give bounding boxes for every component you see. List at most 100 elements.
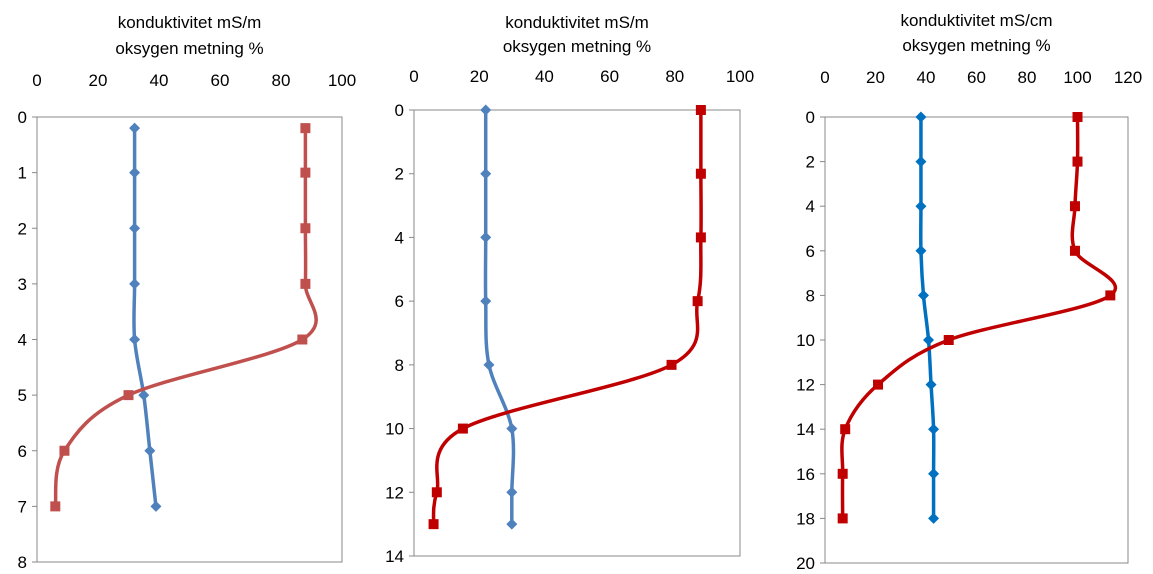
series-line (919, 115, 936, 521)
chart-panel-1: konduktivitet mS/m oksygen metning % 0 20 40… (0, 0, 380, 574)
axis-title-line: oksygen metning % (503, 37, 651, 56)
data-point-square (666, 359, 677, 370)
data-point-diamond (129, 278, 141, 290)
y-tick-label: 10 (796, 331, 815, 350)
data-point-square (695, 232, 706, 243)
series-line (431, 108, 703, 526)
data-point-square (457, 423, 468, 434)
data-point-diamond (925, 379, 937, 391)
data-point-diamond (506, 486, 518, 498)
y-tick-label: 8 (395, 356, 404, 375)
data-point-square (692, 296, 703, 307)
plot-area (413, 109, 741, 557)
x-tick-label: 120 (1114, 68, 1142, 87)
data-point-square (1072, 156, 1083, 167)
data-point-square (428, 519, 439, 530)
plot-area (36, 116, 343, 563)
y-tick-label: 10 (385, 420, 404, 439)
y-tick-label: 0 (395, 101, 404, 120)
data-point-square (50, 501, 61, 512)
y-tick-label: 7 (18, 497, 27, 516)
data-point-square (837, 468, 848, 479)
data-point-square (123, 390, 134, 401)
x-tick-label: 100 (1063, 68, 1091, 87)
x-tick-label: 100 (328, 71, 356, 90)
y-tick-label: 8 (806, 286, 815, 305)
y-tick-label: 12 (385, 483, 404, 502)
data-point-square (59, 445, 70, 456)
axis-title-line: oksygen metning % (115, 39, 263, 58)
axis-title-line: konduktivitet mS/m (505, 13, 649, 32)
data-point-diamond (129, 167, 141, 179)
data-point-diamond (917, 289, 929, 301)
data-point-square (1069, 245, 1080, 256)
series-line (840, 115, 1118, 521)
data-point-square (300, 278, 311, 289)
data-point-square (695, 105, 706, 115)
data-point-diamond (506, 423, 518, 435)
data-point-square (840, 424, 851, 435)
x-tick-label: 0 (32, 71, 41, 90)
y-tick-label: 0 (806, 108, 815, 127)
y-tick-label: 1 (18, 164, 27, 183)
y-tick-label: 0 (18, 108, 27, 127)
data-point-diamond (928, 423, 940, 435)
x-tick-label: 60 (967, 68, 986, 87)
chart-panel-2: konduktivitet mS/m oksygen metning % 0 20 40… (380, 0, 770, 574)
y-tick-label: 14 (796, 420, 815, 439)
y-tick-label: 16 (796, 465, 815, 484)
x-tick-label: 0 (409, 67, 418, 86)
data-point-diamond (129, 222, 141, 234)
y-tick-label: 6 (395, 292, 404, 311)
data-point-square (300, 123, 311, 134)
y-tick-label: 18 (796, 509, 815, 528)
data-point-diamond (915, 245, 927, 257)
x-tick-label: 20 (89, 71, 108, 90)
data-point-diamond (483, 359, 495, 371)
x-tick-label: 60 (600, 67, 619, 86)
data-point-square (1069, 201, 1080, 212)
y-tick-label: 2 (18, 219, 27, 238)
y-tick-label: 5 (18, 386, 27, 405)
data-point-square (1072, 112, 1083, 122)
data-point-square (873, 379, 884, 390)
x-tick-label: 80 (665, 67, 684, 86)
x-tick-label: 40 (535, 67, 554, 86)
data-point-square (943, 335, 954, 345)
x-tick-label: 0 (820, 68, 829, 87)
y-tick-label: 4 (18, 331, 27, 350)
series-line (483, 108, 516, 526)
x-tick-label: 60 (211, 71, 230, 90)
axis-title-line: konduktivitet mS/cm (900, 11, 1052, 30)
data-point-diamond (928, 468, 940, 480)
x-tick-label: 40 (917, 68, 936, 87)
x-tick-label: 20 (470, 67, 489, 86)
data-point-diamond (923, 334, 935, 346)
data-point-square (1105, 290, 1116, 301)
x-tick-label: 80 (1018, 68, 1037, 87)
data-point-diamond (480, 231, 492, 243)
axis-title-line: konduktivitet mS/m (118, 13, 262, 32)
x-tick-label: 80 (272, 71, 291, 90)
y-tick-label: 12 (796, 376, 815, 395)
y-tick-label: 4 (395, 228, 404, 247)
series-line (53, 126, 318, 509)
data-point-square (297, 334, 308, 345)
data-point-square (300, 223, 311, 234)
data-point-diamond (150, 500, 162, 512)
data-point-diamond (915, 111, 927, 123)
data-point-diamond (129, 334, 141, 345)
y-tick-label: 14 (385, 547, 404, 566)
x-tick-label: 40 (150, 71, 169, 90)
x-tick-label: 100 (726, 67, 754, 86)
y-tick-label: 2 (806, 153, 815, 172)
data-point-diamond (144, 445, 156, 457)
data-point-square (300, 167, 311, 178)
y-tick-label: 8 (18, 553, 27, 572)
y-tick-label: 20 (796, 554, 815, 573)
chart-panel-3: konduktivitet mS/cm oksygen metning % 0 20 4… (770, 0, 1153, 574)
data-point-diamond (480, 168, 492, 180)
